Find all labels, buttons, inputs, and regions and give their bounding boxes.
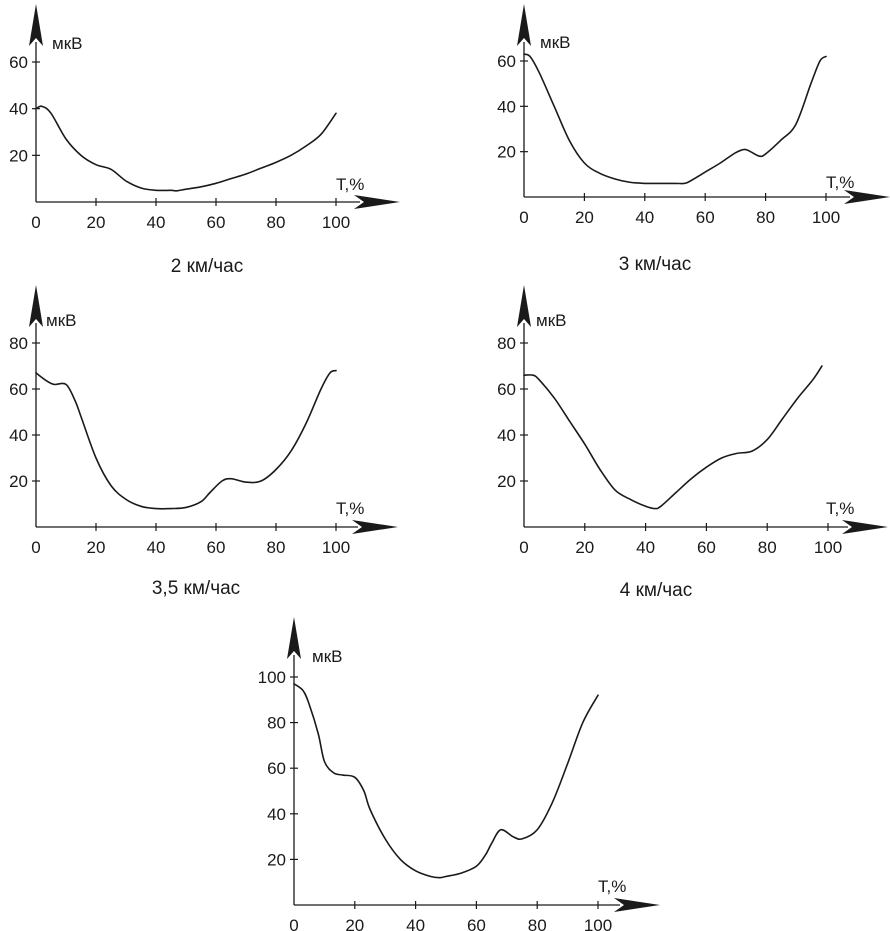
x-axis-arrowhead xyxy=(354,195,400,209)
y-tick-label: 20 xyxy=(267,850,286,869)
y-axis-arrowhead xyxy=(29,4,43,46)
x-axis-label: T,% xyxy=(826,499,854,518)
x-tick-label: 40 xyxy=(636,538,655,557)
x-tick-label: 80 xyxy=(758,538,777,557)
x-tick-label: 80 xyxy=(267,213,286,232)
chart-panel-2: 20 40 60 0 20 40 60 80 100 мкВ T,% 3 км/час xyxy=(497,4,890,275)
x-tick-label: 40 xyxy=(635,208,654,227)
x-tick-label: 40 xyxy=(147,538,166,557)
y-tick-label: 20 xyxy=(9,472,28,491)
y-axis-label: мкВ xyxy=(536,311,566,330)
y-tick-label: 60 xyxy=(9,53,28,72)
y-tick-label: 20 xyxy=(497,143,516,162)
x-axis-arrowhead xyxy=(842,520,888,534)
x-tick-label: 40 xyxy=(406,916,425,931)
chart-caption: 4 км/час xyxy=(620,580,692,601)
x-tick-label: 20 xyxy=(345,916,364,931)
x-tick-label: 20 xyxy=(87,213,106,232)
y-axis-label: мкВ xyxy=(540,33,570,52)
y-tick-label: 100 xyxy=(258,668,286,687)
x-axis-label: T,% xyxy=(598,877,626,896)
y-axis-arrowhead xyxy=(517,285,531,327)
x-tick-label: 0 xyxy=(519,538,528,557)
chart-panel-1: 20 40 60 0 20 40 60 80 100 мкВ T,% 2 км/час xyxy=(9,4,400,277)
y-tick-label: 40 xyxy=(497,426,516,445)
x-axis-label: T,% xyxy=(826,173,854,192)
y-tick-label: 20 xyxy=(497,472,516,491)
y-tick-label: 60 xyxy=(497,52,516,71)
y-tick-label: 20 xyxy=(9,146,28,165)
x-tick-label: 60 xyxy=(207,538,226,557)
chart-panel-4: 20 40 60 80 0 20 40 60 80 100 мкВ T,% 4 км/час xyxy=(497,285,888,601)
y-tick-label: 60 xyxy=(267,759,286,778)
x-tick-label: 60 xyxy=(697,538,716,557)
y-axis-arrowhead xyxy=(29,285,43,327)
x-axis-arrowhead xyxy=(352,520,398,534)
chart-caption: 3 км/час xyxy=(619,254,691,275)
x-tick-label: 60 xyxy=(467,916,486,931)
chart-caption: 2 км/час xyxy=(171,256,243,277)
chart-caption: 3,5 км/час xyxy=(152,578,240,599)
x-tick-label: 60 xyxy=(696,208,715,227)
x-tick-label: 100 xyxy=(584,916,612,931)
x-tick-label: 100 xyxy=(812,208,840,227)
y-tick-label: 80 xyxy=(497,334,516,353)
x-axis-arrowhead xyxy=(844,190,890,204)
x-tick-label: 100 xyxy=(814,538,842,557)
x-tick-label: 40 xyxy=(147,213,166,232)
y-tick-label: 40 xyxy=(9,426,28,445)
y-axis-label: мкВ xyxy=(46,311,76,330)
y-tick-label: 40 xyxy=(267,805,286,824)
x-tick-label: 20 xyxy=(575,538,594,557)
y-axis-label: мкВ xyxy=(52,34,82,53)
y-tick-label: 80 xyxy=(9,334,28,353)
x-tick-label: 80 xyxy=(756,208,775,227)
y-tick-label: 60 xyxy=(497,380,516,399)
x-tick-label: 0 xyxy=(31,213,40,232)
x-tick-label: 100 xyxy=(322,538,350,557)
y-tick-label: 80 xyxy=(267,714,286,733)
x-tick-label: 100 xyxy=(322,213,350,232)
series-line xyxy=(35,105,337,192)
chart-panel-3: 20 40 60 80 0 20 40 60 80 100 мкВ T,% 3,5 км/час xyxy=(9,285,398,599)
x-tick-label: 80 xyxy=(528,916,547,931)
x-tick-label: 80 xyxy=(267,538,286,557)
x-tick-label: 0 xyxy=(289,916,298,931)
x-axis-label: T,% xyxy=(336,175,364,194)
series-line xyxy=(523,365,823,510)
y-tick-label: 40 xyxy=(497,97,516,116)
x-tick-label: 60 xyxy=(207,213,226,232)
x-tick-label: 20 xyxy=(87,538,106,557)
y-axis-arrowhead xyxy=(517,4,531,46)
x-tick-label: 0 xyxy=(31,538,40,557)
series-line xyxy=(35,369,337,510)
chart-panel-5: 20 40 60 80 100 0 20 40 60 80 100 мкВ T,% xyxy=(258,617,660,931)
series-line xyxy=(523,53,827,185)
x-tick-label: 0 xyxy=(519,208,528,227)
x-axis-label: T,% xyxy=(336,499,364,518)
series-line xyxy=(293,683,599,879)
y-axis-label: мкВ xyxy=(312,647,342,666)
x-tick-label: 20 xyxy=(575,208,594,227)
x-axis-arrowhead xyxy=(614,898,660,912)
y-tick-label: 40 xyxy=(9,100,28,119)
y-axis-arrowhead xyxy=(287,617,301,659)
y-tick-label: 60 xyxy=(9,380,28,399)
